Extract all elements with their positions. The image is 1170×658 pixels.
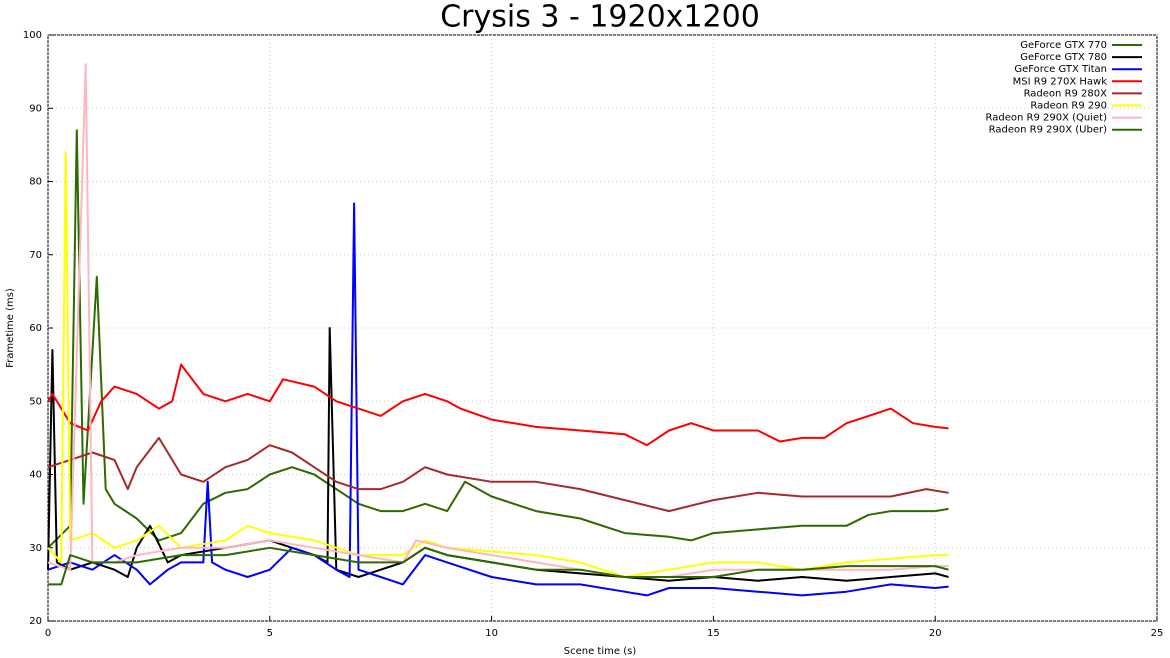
legend-label: GeForce GTX 780 [1020,52,1107,63]
series-line [47,202,949,597]
legend-label: Radeon R9 280X [1024,88,1108,99]
y-tick-label: 100 [23,30,42,41]
legend-label: GeForce GTX 770 [1020,40,1107,51]
legend-label: GeForce GTX Titan [1014,64,1107,75]
x-tick-label: 25 [1151,628,1164,639]
y-tick-label: 60 [29,323,42,334]
x-tick-label: 5 [267,628,273,639]
y-tick-label: 40 [29,470,42,481]
series-line [47,436,949,513]
y-axis-label: Frametime (ms) [5,288,16,368]
series-line [47,151,949,578]
series-line [47,63,949,578]
y-tick-label: 30 [29,543,42,554]
x-axis-label: Scene time (s) [564,646,637,657]
y-tick-label: 90 [29,103,42,114]
x-tick-label: 0 [45,628,51,639]
legend-label: Radeon R9 290 [1030,101,1107,112]
chart-title: Crysis 3 - 1920x1200 [440,0,760,35]
y-tick-label: 80 [29,177,42,188]
y-tick-label: 70 [29,250,42,261]
y-tick-label: 20 [29,616,42,627]
x-tick-label: 20 [929,628,942,639]
series-line [47,363,949,447]
legend-label: Radeon R9 290X (Uber) [989,125,1107,136]
series-line [48,546,949,586]
series-line [47,129,949,549]
y-tick-label: 50 [29,396,42,407]
x-tick-label: 15 [707,628,720,639]
legend-label: Radeon R9 290X (Quiet) [986,113,1108,124]
x-tick-label: 10 [485,628,498,639]
legend-label: MSI R9 270X Hawk [1013,76,1108,87]
